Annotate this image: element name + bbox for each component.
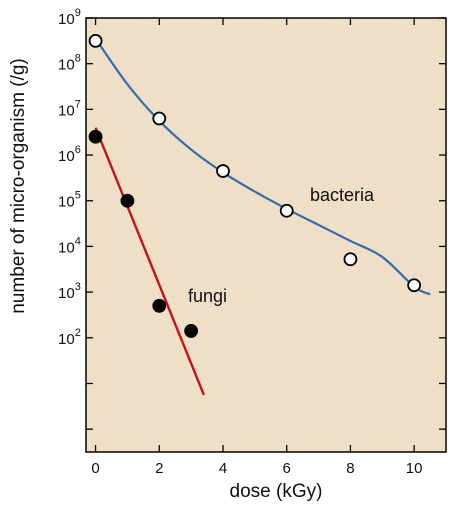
y-tick-exponent: 7 [75, 98, 81, 110]
x-axis-ticks: 0 2 4 6 8 10 [91, 18, 422, 477]
x-tick-label: 4 [219, 460, 227, 477]
x-tick-label: 8 [346, 460, 354, 477]
data-point-bacteria [216, 164, 230, 178]
plot-area [85, 17, 447, 453]
x-axis-title: dose (kGy) [230, 481, 323, 502]
y-tick-label: 103 [58, 281, 81, 302]
x-tick-label: 0 [91, 460, 99, 477]
data-point-bacteria [279, 203, 294, 218]
x-tick-label: 10 [406, 460, 423, 477]
series-label-fungi: fungi [188, 286, 227, 306]
y-tick-label: 109 [58, 7, 81, 28]
series-line-fungi [94, 127, 205, 396]
y-tick-exponent: 5 [75, 190, 81, 202]
y-tick-label: 106 [58, 144, 81, 165]
y-tick-exponent: 8 [75, 53, 81, 65]
series-label-bacteria: bacteria [310, 185, 375, 205]
data-point-bacteria [88, 33, 103, 48]
y-tick-exponent: 6 [75, 144, 81, 156]
y-tick-exponent: 4 [75, 235, 81, 247]
data-point-fungi [120, 193, 135, 208]
y-tick-exponent: 9 [75, 7, 81, 19]
data-point-fungi [184, 324, 199, 338]
x-tick-label: 6 [283, 460, 291, 477]
x-tick-label: 2 [155, 460, 163, 477]
series-points [88, 33, 422, 338]
y-tick-label: 102 [58, 327, 81, 348]
y-tick-exponent: 3 [75, 281, 81, 293]
y-tick-label: 104 [58, 235, 81, 256]
y-axis-title: number of micro-organism (/g) [8, 58, 29, 314]
data-point-bacteria [152, 111, 167, 126]
data-point-bacteria [343, 252, 358, 267]
data-point-fungi [152, 298, 167, 313]
y-tick-label: 107 [58, 98, 81, 119]
y-tick-exponent: 2 [75, 327, 81, 339]
data-point-bacteria [407, 278, 422, 293]
y-tick-label: 105 [58, 190, 81, 211]
data-point-fungi [88, 129, 103, 144]
y-tick-label: 108 [58, 53, 81, 74]
